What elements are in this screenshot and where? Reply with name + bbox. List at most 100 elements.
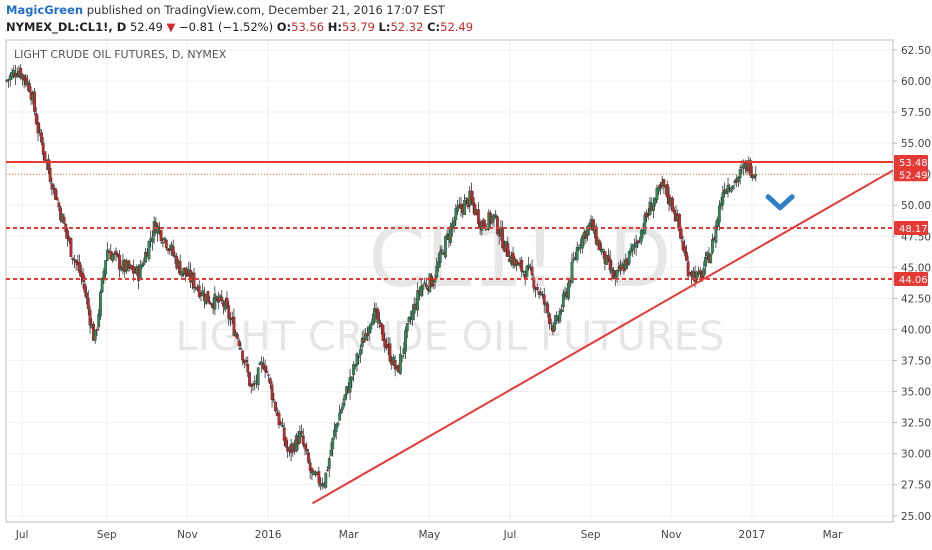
candle-body xyxy=(480,222,484,231)
candle-body xyxy=(516,263,520,266)
candle-body xyxy=(535,286,539,290)
candle-body xyxy=(456,206,459,212)
candle-body xyxy=(41,142,45,155)
drawing-lines[interactable] xyxy=(6,160,894,505)
time-tick-label: Mar xyxy=(339,529,359,541)
candle-body xyxy=(300,431,303,434)
candle-body xyxy=(400,355,404,357)
candle-body xyxy=(459,203,463,209)
candle-body xyxy=(327,458,331,469)
candle-body xyxy=(671,197,674,212)
candle-body xyxy=(185,272,189,277)
candle-body xyxy=(698,270,702,274)
candle-body xyxy=(683,246,687,254)
candle-body xyxy=(378,319,381,324)
candle-body xyxy=(277,412,281,426)
candle-body xyxy=(665,184,669,198)
time-tick-label: Mar xyxy=(823,529,843,541)
symbol-name[interactable]: NYMEX_DL:CL1!, D xyxy=(6,20,127,34)
candle-body xyxy=(431,284,435,286)
candle-body xyxy=(104,260,108,275)
time-axis[interactable]: Jul Sep Nov 2016 Mar May Jul Sep Nov 2017 Mar xyxy=(15,529,843,541)
candle-body xyxy=(261,363,265,369)
candle-body xyxy=(449,226,453,243)
candle-body xyxy=(445,233,449,236)
candle-body xyxy=(183,267,187,275)
candle-body xyxy=(424,284,428,288)
candle-body xyxy=(482,219,485,227)
candle-body xyxy=(728,187,732,190)
candle-body xyxy=(227,305,231,319)
chevron-down-icon xyxy=(765,194,795,211)
candle-body xyxy=(407,317,411,322)
last-price: 52.49 xyxy=(129,20,163,34)
price-tick-label: 42.50 xyxy=(901,293,931,305)
candle-body xyxy=(308,462,312,471)
candle-body xyxy=(159,230,163,242)
candle-body xyxy=(86,297,90,310)
candle-body xyxy=(241,350,244,361)
candle-body xyxy=(74,260,78,263)
price-badge xyxy=(894,154,928,169)
candle-body xyxy=(97,314,101,328)
candle-body xyxy=(305,448,309,452)
high-value: 53.79 xyxy=(341,20,375,34)
candle-body xyxy=(494,214,498,217)
candle-body xyxy=(652,203,655,211)
candle-body xyxy=(27,83,31,92)
symbol-info-row: NYMEX_DL:CL1!, D 52.49 ▼ −0.81 (−1.52%) … xyxy=(6,20,473,34)
candle-body xyxy=(338,412,342,421)
time-tick-label: Jul xyxy=(15,529,29,541)
candle-body xyxy=(237,340,241,347)
price-tick-label: 45.00 xyxy=(901,262,931,274)
candle-body xyxy=(587,223,591,230)
candle-body xyxy=(53,188,57,200)
candle-body xyxy=(366,333,369,336)
candle-body xyxy=(265,370,269,373)
candle-body xyxy=(369,323,373,330)
candle-body xyxy=(329,449,333,456)
candle-body xyxy=(716,219,720,227)
candle-body xyxy=(705,252,709,257)
price-tick-label: 25.00 xyxy=(901,511,931,523)
candle-body xyxy=(695,271,699,280)
price-badge-label: 48.17 xyxy=(899,224,928,235)
candle-body xyxy=(119,268,123,271)
candle-body xyxy=(78,261,82,273)
author-link[interactable]: MagicGreen xyxy=(6,3,84,17)
candle-body xyxy=(47,159,50,171)
candle-body xyxy=(421,285,425,290)
candle-body xyxy=(567,282,570,299)
candle-body xyxy=(364,333,368,341)
candle-body xyxy=(317,471,321,484)
candle-body xyxy=(192,272,196,289)
price-badge-label: 52.49 xyxy=(899,170,928,181)
candle-body xyxy=(249,384,253,387)
candle-body xyxy=(496,216,499,235)
candle-body xyxy=(577,247,581,250)
candle-body xyxy=(348,377,352,393)
candle-body xyxy=(15,75,19,78)
trend-line[interactable] xyxy=(311,169,894,505)
candle-body xyxy=(194,287,198,289)
candle-body xyxy=(471,197,475,206)
price-tick-label: 35.00 xyxy=(901,387,931,399)
candle-body xyxy=(206,290,210,303)
candle-body xyxy=(383,339,387,347)
candle-body xyxy=(251,384,255,386)
candle-body xyxy=(591,219,595,231)
candle-body xyxy=(12,70,16,75)
candle-body xyxy=(444,236,447,258)
candle-body xyxy=(298,431,302,444)
candle-body xyxy=(333,429,336,437)
candle-body xyxy=(717,205,721,223)
candle-body xyxy=(314,473,317,476)
candle-body xyxy=(112,253,116,256)
candle-body xyxy=(239,348,243,350)
candle-body xyxy=(281,425,284,427)
candle-body xyxy=(270,384,274,400)
candle-body xyxy=(331,437,335,450)
candle-body xyxy=(515,259,518,266)
candle-body xyxy=(95,329,99,331)
